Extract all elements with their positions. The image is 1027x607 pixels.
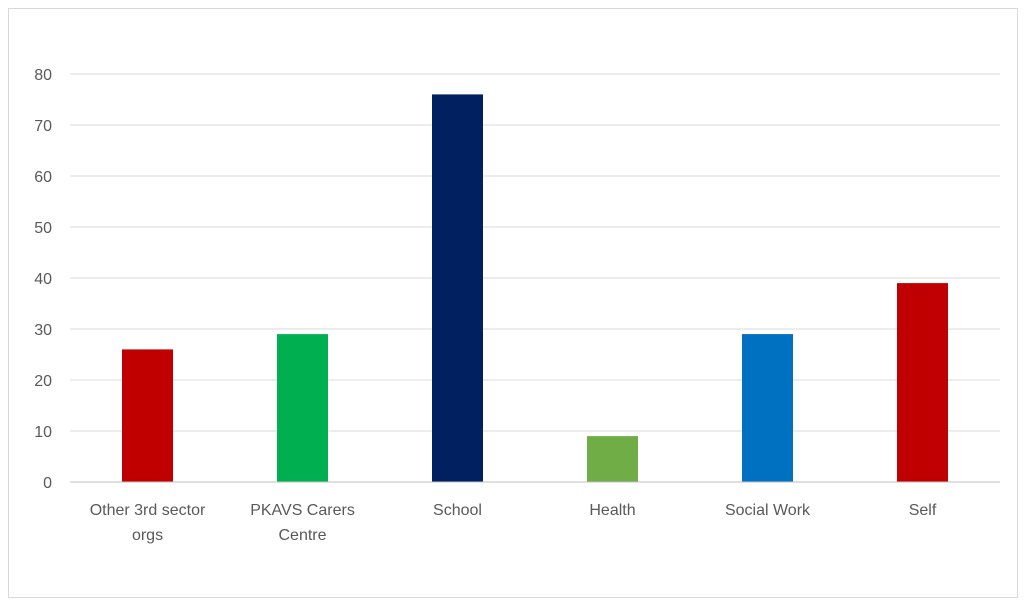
x-axis-labels: Other 3rd sector orgs PKAVS Carers Centre Sc… [90,502,937,544]
bar [432,94,483,483]
x-category-label: PKAVS Carers Centre [250,502,355,544]
gridlines [70,73,1000,432]
bar [742,334,793,482]
x-category-label: Other 3rd sector orgs [90,502,206,544]
y-tick-label: 20 [34,373,52,390]
x-category-label-line: orgs [132,527,163,544]
x-category-label: Social Work [725,502,811,519]
x-category-label-line: Social Work [725,502,811,519]
y-tick-label: 40 [34,271,52,288]
y-tick-label: 80 [34,67,52,84]
bar [122,349,173,482]
y-tick-label: 0 [43,475,52,492]
bar [897,283,948,482]
y-tick-label: 60 [34,169,52,186]
y-tick-label: 30 [34,322,52,339]
chart-frame [8,8,1018,598]
x-category-label-line: PKAVS Carers [250,502,355,519]
x-category-label-line: Centre [278,527,326,544]
y-axis-ticks: 0 10 20 30 40 50 60 70 80 [34,67,52,492]
y-tick-label: 70 [34,118,52,135]
x-category-label-line: Other 3rd sector [90,502,206,519]
bar [277,334,328,482]
y-tick-label: 50 [34,220,52,237]
x-category-label: School [433,502,482,519]
x-category-label-line: Health [589,502,635,519]
bar [587,436,638,482]
y-tick-label: 10 [34,424,52,441]
x-category-label-line: School [433,502,482,519]
x-category-label: Health [589,502,635,519]
x-category-label: Self [909,502,937,519]
x-category-label-line: Self [909,502,937,519]
bars [122,94,948,483]
